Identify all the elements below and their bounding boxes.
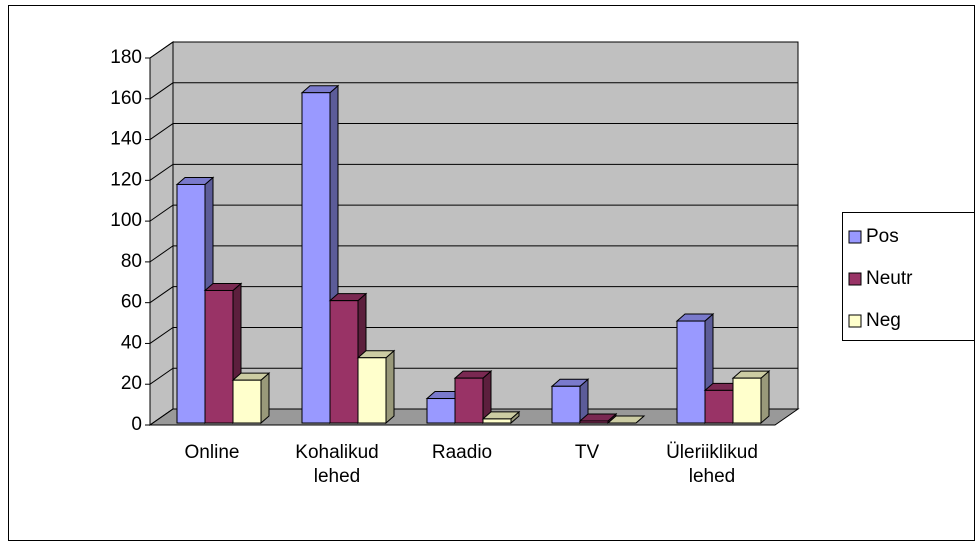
- grid-line: [149, 408, 798, 426]
- legend-label: Neutr: [866, 268, 913, 289]
- x-tick-label: Raadio: [431, 442, 493, 463]
- bar-group: [606, 415, 646, 424]
- bar: [176, 183, 206, 424]
- legend-label: Pos: [866, 226, 899, 247]
- grid-line: [149, 163, 798, 181]
- bar-group: [356, 349, 396, 425]
- bar-side: [385, 349, 395, 425]
- y-tick-label: 160: [110, 88, 142, 109]
- bar: [232, 379, 262, 424]
- y-tick-label: 140: [110, 129, 142, 150]
- bar-top: [606, 415, 646, 424]
- y-tick-label: 60: [121, 292, 142, 313]
- x-tick-label: Kohalikud lehed: [295, 442, 379, 487]
- grid-line: [149, 204, 798, 222]
- bar-group: [231, 372, 271, 425]
- legend-swatch: [848, 272, 862, 286]
- bar-group: [481, 410, 521, 425]
- bar-group: [550, 378, 590, 425]
- y-tick-label: 80: [121, 251, 142, 272]
- y-tick-label: 100: [110, 210, 142, 231]
- x-tick-label: TV: [574, 442, 600, 463]
- x-tick-label: Online: [184, 442, 240, 463]
- y-tick-label: 120: [110, 169, 142, 190]
- grid-line: [149, 245, 798, 263]
- y-tick-label: 180: [110, 47, 142, 68]
- bar: [301, 92, 331, 424]
- grid-line: [149, 82, 798, 100]
- legend-swatch: [848, 230, 862, 244]
- bar: [204, 289, 234, 424]
- bar: [704, 389, 734, 424]
- grid-line: [149, 41, 798, 59]
- bar: [482, 418, 512, 424]
- bar: [676, 320, 706, 424]
- bar-side: [760, 370, 770, 425]
- bar: [551, 385, 581, 424]
- bar: [732, 377, 762, 424]
- side-wall: [149, 41, 174, 426]
- bar: [329, 300, 359, 424]
- legend-box: [842, 212, 975, 341]
- grid-line: [149, 326, 798, 344]
- y-tick-label: 20: [121, 373, 142, 394]
- bar: [579, 420, 609, 424]
- grid-line: [149, 123, 798, 140]
- grid-line: [149, 286, 798, 304]
- bar-group: [578, 412, 618, 425]
- bar-group: [731, 370, 771, 425]
- legend-swatch: [848, 314, 862, 328]
- x-tick-label: Üleriiklikud lehed: [666, 442, 758, 487]
- bar: [426, 398, 456, 424]
- y-tick-label: 40: [121, 332, 142, 353]
- bar: [454, 377, 484, 424]
- bar-group: [453, 370, 493, 425]
- bar: [357, 357, 387, 424]
- y-tick-label: 0: [131, 414, 142, 435]
- bar-side: [260, 372, 270, 425]
- grid-line: [149, 367, 798, 385]
- legend-label: Neg: [866, 310, 901, 331]
